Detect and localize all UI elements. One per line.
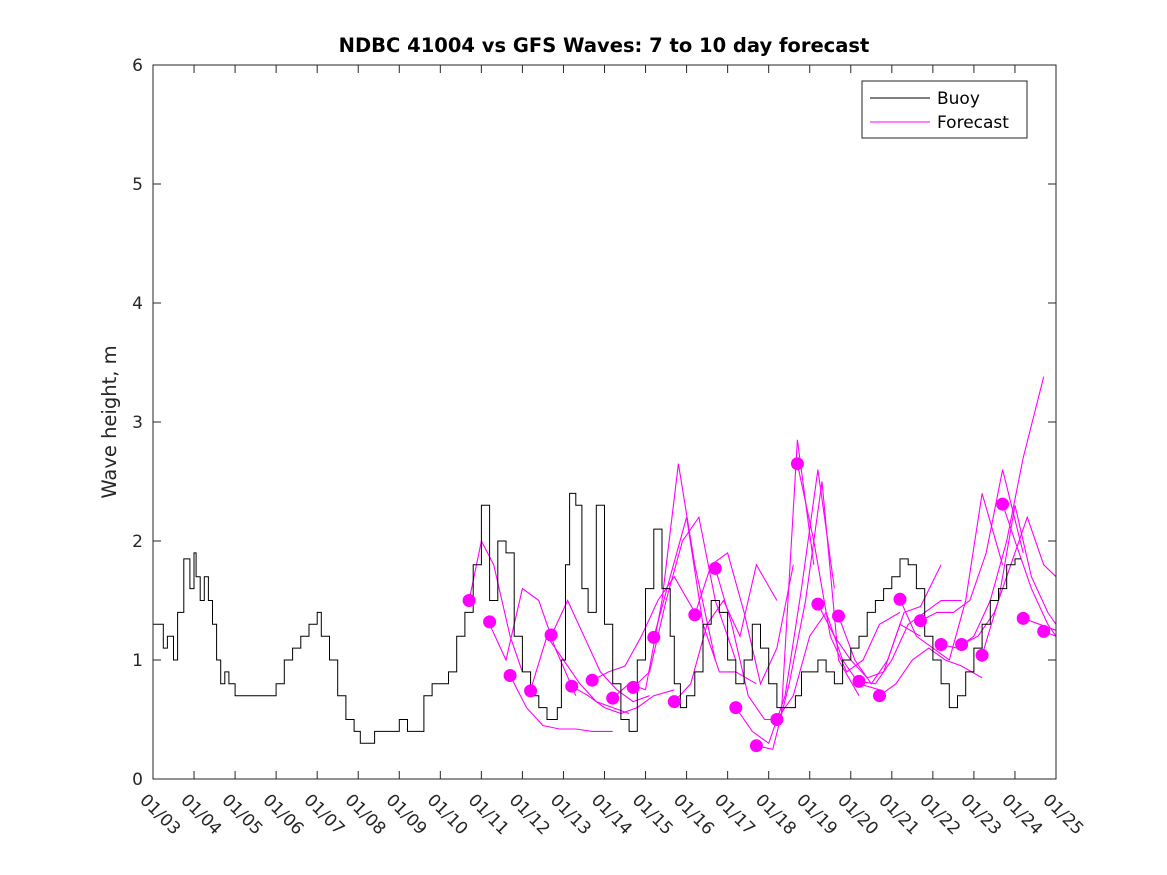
y-axis-label: Wave height, m: [98, 345, 121, 498]
legend-label-buoy: Buoy: [937, 89, 980, 109]
forecast-line-17: [796, 463, 901, 673]
forecast-point-26: [975, 648, 989, 662]
forecast-line-26: [981, 505, 1057, 656]
forecast-point-18: [811, 597, 825, 611]
forecast-point-25: [955, 638, 969, 651]
forecast-point-22: [893, 592, 907, 606]
y-axis: 0 1 2 3 4 5 6: [132, 56, 1056, 790]
forecast-line-5: [550, 599, 650, 703]
forecast-point-13: [708, 561, 722, 575]
forecast-point-14: [729, 701, 743, 715]
legend-box: [861, 80, 1028, 139]
forecast-point-27: [996, 497, 1010, 511]
forecast-line-20: [858, 599, 962, 685]
forecast-line-22: [899, 493, 1004, 661]
buoy-line: [153, 492, 1022, 744]
forecast-point-11: [667, 695, 681, 709]
y-tick-label-1: 1: [132, 651, 143, 671]
forecast-point-2: [483, 615, 497, 629]
legend[interactable]: Buoy Forecast: [861, 80, 1028, 139]
y-tick-label-0: 0: [132, 770, 143, 790]
forecast-line-15: [756, 481, 860, 750]
forecast-point-20: [852, 674, 866, 688]
y-tick-label-3: 3: [132, 413, 143, 433]
forecast-point-9: [626, 680, 640, 694]
forecast-point-4: [524, 684, 538, 698]
buoy-line-group: [153, 492, 1022, 744]
forecast-point-3: [503, 669, 517, 682]
forecast-points: [462, 457, 1051, 753]
forecast-line-1: [468, 539, 523, 673]
forecast-point-5: [544, 628, 558, 642]
forecast-line-11: [673, 563, 778, 702]
forecast-point-15: [749, 739, 763, 753]
forecast-line-3: [509, 675, 613, 732]
forecast-point-1: [462, 594, 476, 607]
forecast-line-23: [920, 469, 1024, 622]
forecast-point-7: [585, 673, 599, 687]
y-tick-label-4: 4: [132, 294, 143, 314]
chart-title: NDBC 41004 vs GFS Waves: 7 to 10 day for…: [339, 34, 870, 57]
forecast-point-17: [790, 457, 804, 471]
forecast-point-19: [832, 609, 845, 623]
forecast-point-6: [565, 679, 579, 693]
forecast-point-10: [647, 630, 661, 644]
forecast-point-12: [688, 608, 702, 622]
forecast-point-23: [914, 614, 927, 628]
forecast-point-8: [606, 691, 620, 705]
forecast-line-13: [714, 439, 815, 721]
forecast-line-21: [879, 647, 983, 697]
plot-background: [153, 65, 1056, 779]
legend-label-forecast: Forecast: [937, 113, 1009, 133]
forecast-point-28: [1016, 611, 1030, 625]
forecast-point-21: [873, 689, 886, 703]
forecast-point-16: [770, 713, 784, 726]
y-tick-label-6: 6: [132, 56, 143, 76]
forecast-point-29: [1037, 624, 1051, 638]
y-tick-label-2: 2: [132, 532, 143, 552]
forecast-line-14: [735, 469, 835, 745]
y-tick-label-5: 5: [132, 175, 143, 195]
forecast-line-7: [591, 575, 696, 681]
forecast-line-2: [489, 587, 577, 696]
forecast-line-19: [837, 564, 942, 685]
forecast-point-24: [934, 638, 948, 651]
